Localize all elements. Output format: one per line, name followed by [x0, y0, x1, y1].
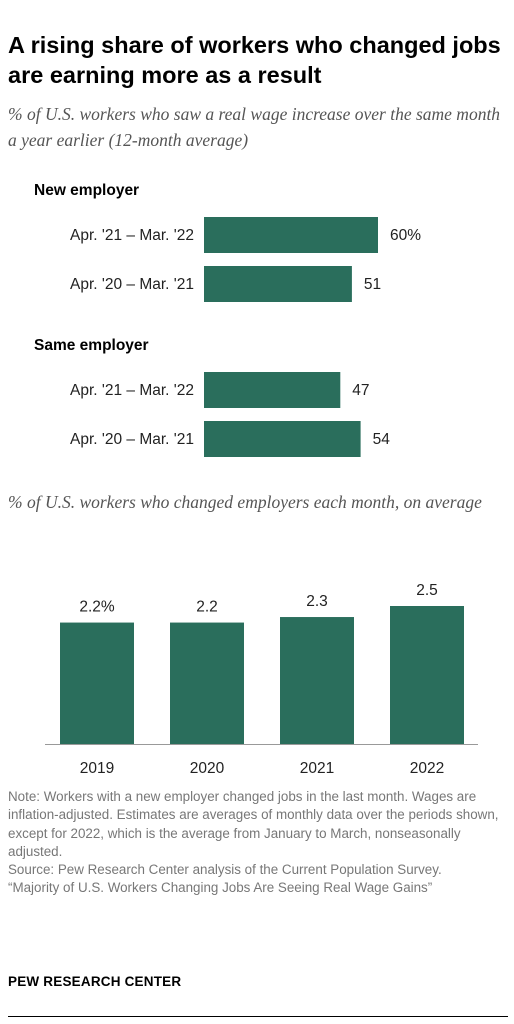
- bar-value-label: 54: [373, 431, 391, 448]
- bar-value-label: 51: [364, 276, 381, 293]
- x-tick-label: 2020: [190, 760, 225, 777]
- bar: [204, 372, 341, 408]
- bar-category-label: Apr. '21 – Mar. '22: [70, 382, 194, 399]
- bar: [390, 606, 464, 744]
- bar: [60, 622, 134, 744]
- bar-value-label: 2.2%: [79, 599, 115, 616]
- note-text: Note: Workers with a new employer change…: [8, 789, 499, 859]
- bar: [204, 421, 361, 457]
- report-title-text: “Majority of U.S. Workers Changing Jobs …: [8, 880, 433, 896]
- source-text: Source: Pew Research Center analysis of …: [8, 862, 442, 878]
- bar-category-label: Apr. '20 – Mar. '21: [70, 431, 194, 448]
- bar: [280, 617, 354, 744]
- bar-value-label: 60%: [390, 227, 421, 244]
- bar-value-label: 2.3: [306, 593, 328, 610]
- bar-category-label: Apr. '20 – Mar. '21: [70, 276, 194, 293]
- x-tick-label: 2021: [300, 760, 334, 777]
- bar-value-label: 2.5: [416, 582, 438, 599]
- chart-notes: Note: Workers with a new employer change…: [8, 788, 508, 898]
- bar-value-label: 2.2: [196, 599, 218, 616]
- x-tick-label: 2019: [80, 760, 114, 777]
- group-label: New employer: [34, 182, 139, 199]
- wage-chart-subtitle: % of U.S. workers who saw a real wage in…: [8, 104, 501, 150]
- x-tick-label: 2022: [410, 760, 444, 777]
- bar: [204, 266, 352, 302]
- job-change-bar-chart: 2.2% 2019 2.2 2020 2.3 2021 2.5 2022: [45, 582, 478, 777]
- bottom-rule: [8, 1016, 508, 1017]
- group-label: Same employer: [34, 337, 149, 354]
- job-change-chart-subtitle: % of U.S. workers who changed employers …: [8, 492, 482, 512]
- bar: [170, 622, 244, 744]
- bar-value-label: 47: [352, 382, 369, 399]
- bar-category-label: Apr. '21 – Mar. '22: [70, 227, 194, 244]
- bar: [204, 217, 378, 253]
- chart-title: A rising share of workers who changed jo…: [8, 32, 501, 88]
- wage-increase-bar-chart: New employer Apr. '21 – Mar. '22 60% Apr. '…: [34, 182, 421, 457]
- pew-research-center-logo: PEW RESEARCH CENTER: [8, 974, 182, 989]
